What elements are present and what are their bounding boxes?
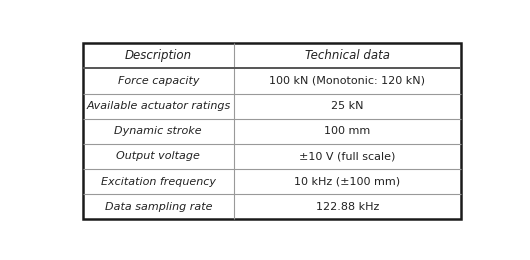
Text: Available actuator ratings: Available actuator ratings [86, 101, 231, 111]
Text: 100 mm: 100 mm [324, 126, 370, 136]
Text: 10 kHz (±100 mm): 10 kHz (±100 mm) [294, 177, 400, 187]
Text: Dynamic stroke: Dynamic stroke [114, 126, 202, 136]
Text: Force capacity: Force capacity [118, 76, 199, 86]
Text: Output voltage: Output voltage [116, 152, 200, 161]
Text: Data sampling rate: Data sampling rate [104, 202, 212, 212]
Text: 122.88 kHz: 122.88 kHz [315, 202, 379, 212]
Text: 25 kN: 25 kN [331, 101, 364, 111]
Text: Excitation frequency: Excitation frequency [101, 177, 216, 187]
Text: ±10 V (full scale): ±10 V (full scale) [299, 152, 395, 161]
Bar [83, 43, 461, 219]
Text: 100 kN (Monotonic: 120 kN): 100 kN (Monotonic: 120 kN) [269, 76, 425, 86]
Text: Technical data: Technical data [305, 49, 390, 62]
Text: Description: Description [125, 49, 192, 62]
